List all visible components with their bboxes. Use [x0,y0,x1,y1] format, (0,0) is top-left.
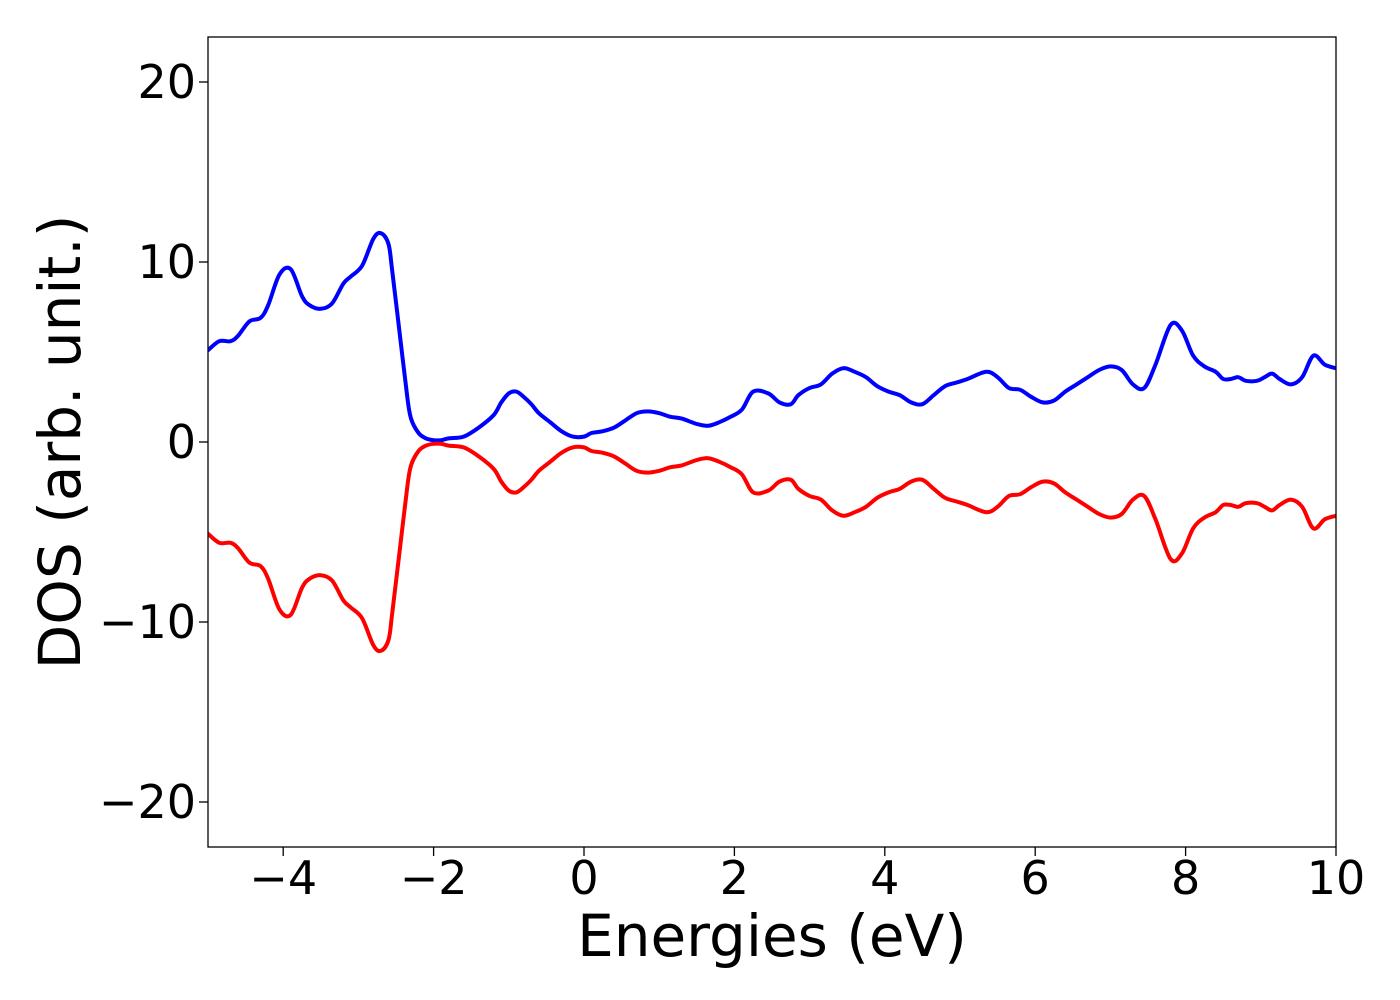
x-tick-label: 8 [1171,851,1200,905]
x-tick-label: 6 [1021,851,1050,905]
y-tick-label: −20 [99,775,196,829]
y-tick-label: −10 [99,595,196,649]
y-tick-label: 10 [137,235,196,289]
y-tick-label: 0 [167,415,196,469]
x-axis-title: Energies (eV) [577,902,967,970]
x-tick-label: 4 [870,851,899,905]
series-layer [208,230,1336,654]
y-axis: −20 −10 0 10 20 [99,55,208,829]
x-tick-label: −4 [249,851,317,905]
y-axis-title: DOS (arb. unit.) [26,215,94,670]
x-tick-label: 10 [1307,851,1366,905]
y-tick-label: 20 [137,55,196,109]
x-axis: −4 −2 0 2 4 6 8 10 [249,847,1365,905]
x-tick-label: 0 [569,851,598,905]
series-line-red [208,441,1336,654]
series-line-blue [208,230,1336,443]
x-tick-label: 2 [720,851,749,905]
x-tick-label: −2 [400,851,468,905]
